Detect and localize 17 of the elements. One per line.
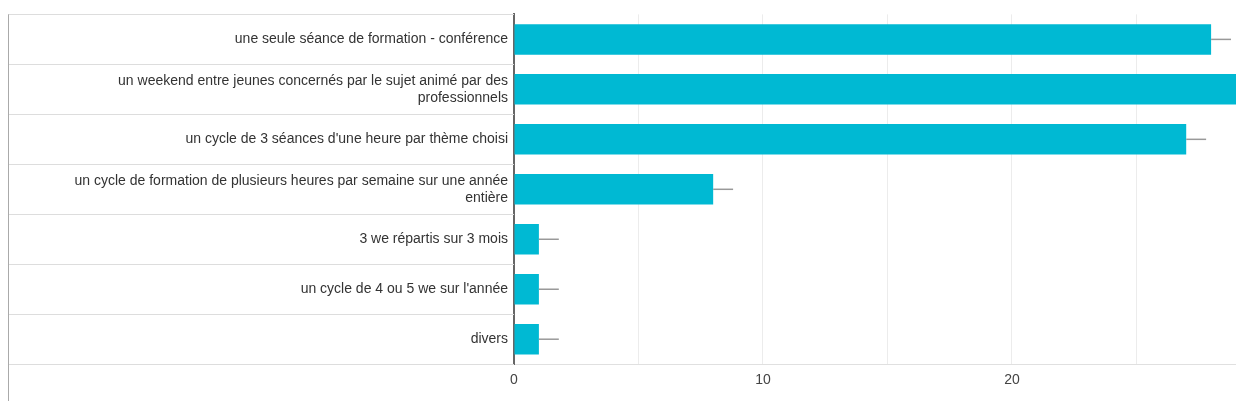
y-tick-label: un cycle de 3 séances d'une heure par thème choisi (185, 130, 508, 147)
bar (514, 124, 1187, 155)
y-tick-label: 3 we répartis sur 3 mois (359, 230, 508, 247)
y-tick-label: divers (470, 330, 508, 347)
bar (514, 174, 714, 205)
bar (514, 323, 539, 355)
x-tick-label: 10 (755, 371, 771, 388)
y-tick-label: un cycle de formation de plusieurs heures par semaine sur une année entière (74, 171, 509, 205)
y-tick-label: une seule séance de formation - conférence (234, 30, 509, 47)
x-tick-label: 0 (510, 371, 519, 388)
bar (514, 74, 1236, 105)
y-tick-label: un weekend entre jeunes concernés par le sujet animé par des professionnels (118, 71, 508, 105)
bar (514, 24, 1212, 55)
x-tick-label: 20 (1004, 371, 1020, 388)
y-tick-label: un cycle de 4 ou 5 we sur l'année (300, 280, 509, 297)
bar (514, 274, 539, 305)
bar (514, 224, 539, 255)
